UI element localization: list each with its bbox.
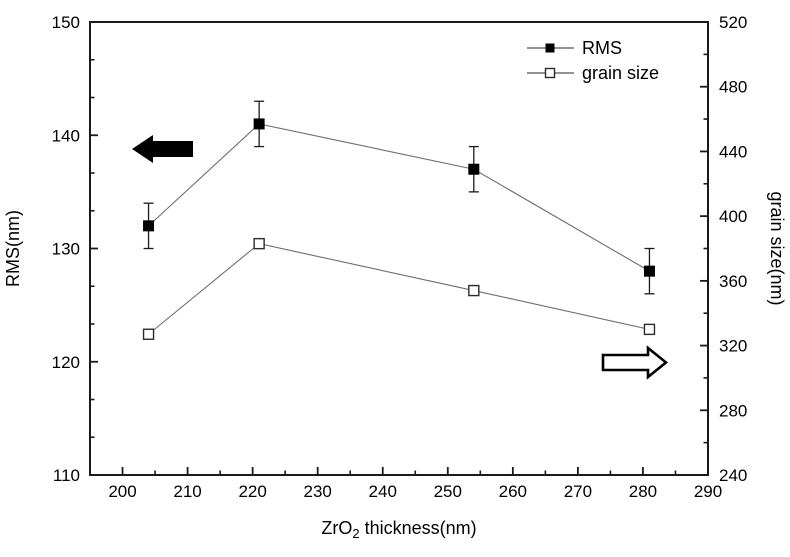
- left-tick-label: 140: [52, 126, 80, 145]
- rms-series-line: [148, 123, 650, 272]
- right-tick-label: 360: [719, 272, 747, 291]
- right-tick-label: 400: [719, 207, 747, 226]
- left-tick-label: 130: [52, 240, 80, 259]
- filled-square-marker: [253, 118, 265, 130]
- x-tick-label: 220: [238, 482, 266, 501]
- left-axis: 110 120 130 140 150 RMS(nm): [3, 13, 98, 485]
- right-tick-label: 440: [719, 142, 747, 161]
- grain-size-series: [142, 237, 656, 340]
- x-tick-label: 240: [369, 482, 397, 501]
- right-tick-label: 280: [719, 401, 747, 420]
- right-tick-label: 320: [719, 337, 747, 356]
- grain-size-series-line: [148, 243, 650, 335]
- legend-open-square-icon: [544, 67, 556, 79]
- open-square-marker: [142, 328, 155, 340]
- right-axis: 240 280 320 360 400 440 480 520 grain size(nm): [700, 13, 787, 485]
- right-arrow-icon: [601, 345, 669, 380]
- left-tick-label: 110: [53, 466, 80, 485]
- plot-border: [89, 21, 709, 476]
- x-tick-label: 210: [173, 482, 201, 501]
- legend-label: RMS: [582, 38, 622, 58]
- legend-item-grain-size: grain size: [527, 63, 659, 83]
- left-arrow-icon: [132, 135, 193, 163]
- right-axis-title: grain size(nm): [767, 191, 787, 305]
- left-axis-title: RMS(nm): [3, 210, 23, 287]
- right-tick-label: 240: [719, 466, 747, 485]
- x-tick-label: 230: [303, 482, 331, 501]
- legend-item-RMS: RMS: [527, 38, 622, 58]
- x-tick-label: 270: [564, 482, 592, 501]
- x-tick-label: 260: [499, 482, 527, 501]
- open-square-marker: [468, 284, 480, 297]
- filled-square-marker: [468, 163, 480, 175]
- legend-label: grain size: [582, 63, 659, 83]
- right-tick-label: 480: [719, 78, 747, 97]
- x-tick-label: 280: [629, 482, 657, 501]
- rms-series: [143, 100, 655, 295]
- left-tick-label: 150: [52, 13, 80, 32]
- open-square-marker: [253, 237, 265, 250]
- filled-square-marker: [143, 220, 155, 232]
- x-axis-title: ZrO2 thickness(nm): [321, 518, 476, 541]
- x-tick-label: 290: [694, 482, 722, 501]
- open-square-marker: [643, 323, 656, 336]
- legend-filled-square-icon: [545, 43, 555, 53]
- x-tick-label: 250: [434, 482, 462, 501]
- legend: RMS grain size: [527, 38, 659, 83]
- filled-square-marker: [643, 265, 655, 277]
- left-tick-label: 120: [52, 353, 80, 372]
- x-tick-label: 200: [108, 482, 136, 501]
- right-tick-label: 520: [719, 13, 747, 32]
- x-axis: 200 210 220 230 240 250 260 270 280 290 ZrO2 thick…: [108, 467, 722, 541]
